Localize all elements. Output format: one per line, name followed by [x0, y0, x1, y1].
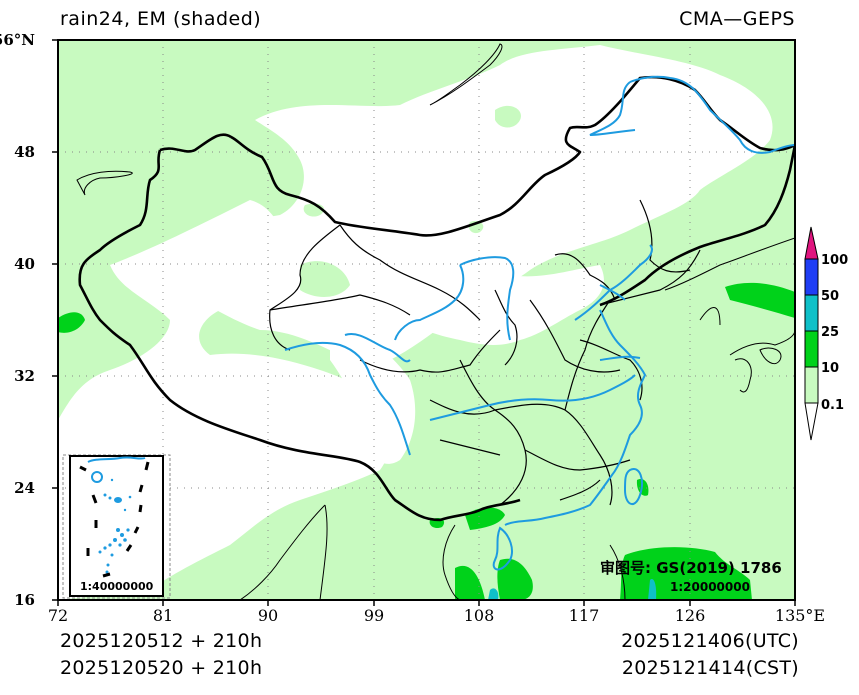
y-tick-48: 48 [14, 143, 35, 161]
colorbar-label-100: 100 [821, 253, 849, 268]
y-tick-24: 24 [14, 479, 35, 497]
colorbar [804, 226, 819, 441]
x-tick-135: 135°E [774, 606, 826, 625]
provincial-borders [269, 199, 701, 506]
south-china-sea-inset [62, 454, 171, 599]
foreign-borders [76, 43, 795, 600]
x-tick-117: 117 [568, 606, 600, 625]
x-tick-108: 108 [463, 606, 495, 625]
axis-ticks [52, 39, 796, 606]
x-tick-90: 90 [257, 606, 279, 625]
inset-map-scale: 1:40000000 [80, 580, 154, 593]
shaded-field [58, 40, 795, 600]
x-tick-81: 81 [152, 606, 174, 625]
init-time-cst: 2025120520 + 210h [60, 657, 263, 679]
grid-lines [58, 40, 795, 600]
valid-time-cst: 2025121414(CST) [621, 657, 799, 679]
x-tick-99: 99 [363, 606, 385, 625]
y-tick-56: 56°N [0, 31, 35, 49]
y-tick-16: 16 [14, 591, 35, 609]
national-border [78, 75, 795, 522]
chart-title: rain24, EM (shaded) [60, 8, 262, 30]
y-tick-40: 40 [14, 255, 35, 273]
model-name: CMA—GEPS [679, 8, 795, 30]
y-tick-32: 32 [14, 367, 35, 385]
colorbar-label-10: 10 [821, 361, 840, 376]
map-review-number: 审图号: GS(2019) 1786 [600, 559, 782, 577]
colorbar-label-25: 25 [821, 325, 840, 340]
plot-frame [57, 39, 796, 601]
rivers-coastline [284, 75, 795, 571]
colorbar-label-50: 50 [821, 289, 840, 304]
main-map-scale: 1:20000000 [670, 580, 750, 594]
x-tick-126: 126 [674, 606, 706, 625]
x-tick-72: 72 [47, 606, 69, 625]
init-time-utc: 2025120512 + 210h [60, 630, 263, 652]
colorbar-label-0-1: 0.1 [821, 398, 845, 413]
valid-time-utc: 2025121406(UTC) [621, 630, 799, 652]
